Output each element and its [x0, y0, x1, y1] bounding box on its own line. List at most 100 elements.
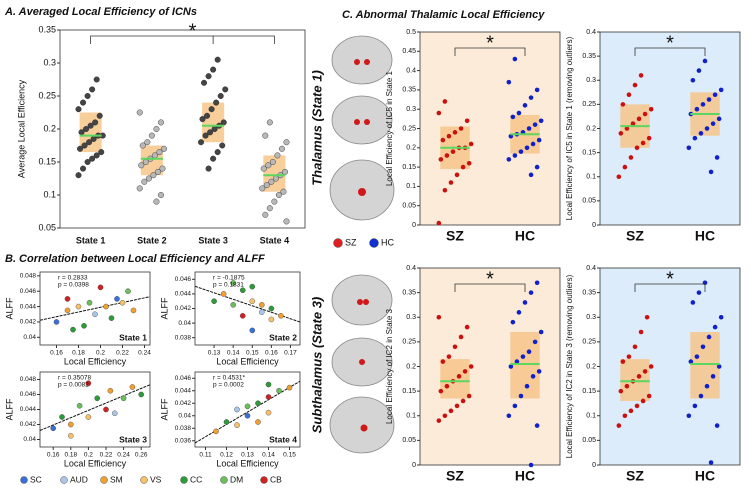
y-tick-label: 0.35 — [402, 87, 416, 94]
data-point — [648, 364, 654, 369]
legend-label: HC — [381, 237, 394, 247]
x-tick-label: HC — [515, 468, 535, 484]
data-point — [259, 309, 265, 315]
y-tick-label: 0.04 — [178, 412, 191, 419]
data-point — [446, 354, 452, 359]
data-point — [630, 121, 636, 126]
x-tick-label: 0.11 — [199, 452, 212, 459]
data-point — [125, 288, 131, 295]
legend-marker — [180, 476, 188, 484]
x-tick-label: HC — [695, 228, 715, 244]
data-point — [96, 112, 103, 119]
plot-frame — [194, 271, 301, 346]
y-tick-label: 0.036 — [175, 437, 192, 444]
y-axis-label: ALFF — [4, 297, 14, 320]
y-tick-label: 0 — [412, 222, 416, 229]
legend-label: AUD — [70, 474, 88, 484]
r-label: r = 0.4531* — [213, 375, 245, 382]
data-point — [260, 165, 267, 172]
data-point — [508, 364, 514, 369]
x-tick-label: 0.13 — [208, 350, 221, 357]
data-point — [85, 380, 92, 387]
x-tick-label: SZ — [626, 468, 644, 484]
x-tick-label: 0.15 — [246, 350, 259, 357]
data-point — [712, 324, 718, 330]
data-point — [718, 314, 724, 320]
data-point — [204, 112, 211, 119]
y-tick-label: 0.038 — [175, 334, 192, 341]
y-tick-label: 0 — [412, 462, 416, 469]
data-point — [145, 175, 152, 182]
data-point — [76, 402, 83, 409]
x-tick-label: 0.26 — [135, 452, 148, 459]
data-point — [448, 408, 454, 414]
data-point — [646, 135, 652, 141]
data-point — [265, 162, 272, 169]
data-point — [518, 149, 524, 154]
data-point — [466, 393, 472, 399]
y-tick-label: 0.35 — [402, 289, 416, 296]
data-point — [704, 126, 710, 131]
data-point — [436, 110, 442, 116]
legend-marker — [369, 238, 379, 248]
data-point — [207, 129, 214, 136]
data-point — [114, 296, 120, 302]
y-tick-label: 0.1 — [586, 174, 596, 181]
plot-frame — [39, 371, 151, 448]
y-axis-label: Average Local Efficiency — [16, 79, 26, 178]
row-label: Thalamus (State 1) — [309, 70, 324, 186]
data-point — [153, 198, 160, 205]
data-point — [634, 403, 640, 409]
data-point — [512, 403, 518, 409]
data-point — [450, 149, 456, 154]
data-point — [516, 110, 522, 116]
data-point — [138, 162, 145, 169]
data-point — [456, 374, 462, 379]
data-point — [144, 139, 151, 146]
data-point — [640, 140, 646, 146]
data-point — [532, 339, 538, 345]
y-tick-label: 0.05 — [582, 437, 596, 444]
data-point — [263, 182, 270, 189]
y-tick-label: 0.04 — [23, 334, 36, 341]
data-point — [120, 395, 127, 402]
data-point — [84, 158, 91, 165]
data-point — [157, 119, 164, 126]
data-point — [526, 349, 532, 355]
data-point — [446, 133, 452, 139]
data-point — [632, 82, 638, 88]
p-label: p = 0.1831 — [213, 282, 244, 289]
y-tick-label: 0.044 — [20, 303, 37, 310]
data-point — [265, 381, 272, 388]
data-point — [280, 188, 287, 195]
data-point — [636, 116, 642, 122]
data-point — [205, 73, 212, 80]
data-point — [536, 137, 542, 143]
data-point — [638, 329, 644, 335]
significance-bracket — [634, 283, 706, 292]
data-point — [276, 387, 282, 394]
regression-line — [39, 296, 151, 321]
data-point — [75, 172, 82, 179]
significance-marker: * — [486, 268, 494, 290]
data-point — [436, 314, 442, 320]
data-point — [93, 76, 100, 83]
data-point — [626, 354, 632, 359]
data-point — [119, 299, 126, 306]
data-point — [262, 211, 269, 218]
legend-label: VS — [150, 474, 162, 484]
data-point — [528, 172, 534, 178]
y-tick-label: 0.2 — [586, 363, 596, 370]
y-tick-label: 0.04 — [178, 320, 191, 327]
y-axis-label: ALFF — [159, 398, 169, 421]
data-point — [442, 413, 448, 419]
significance-marker: * — [486, 32, 494, 54]
y-tick-label: 0.35 — [38, 24, 56, 34]
r-label: r = 0.35078 — [58, 375, 91, 382]
data-point — [622, 413, 628, 419]
data-point — [700, 344, 706, 350]
legend-marker — [260, 476, 268, 484]
y-tick-label: 0.25 — [38, 90, 56, 100]
y-tick-label: 0.04 — [23, 436, 36, 443]
data-point — [538, 329, 544, 335]
